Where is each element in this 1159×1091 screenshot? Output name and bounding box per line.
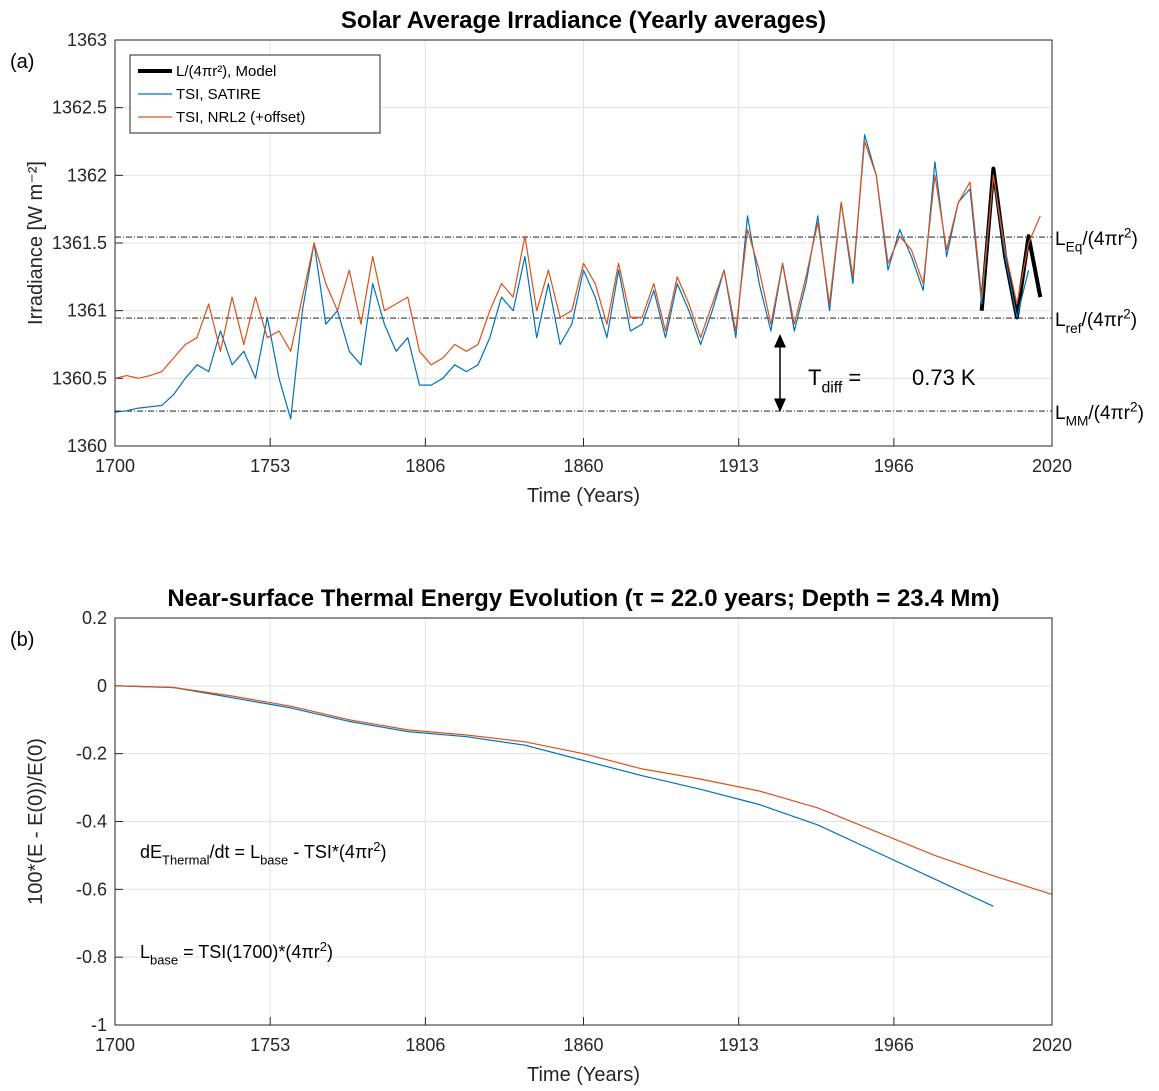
x-tick-label: 1860	[563, 456, 603, 476]
text-piece: )	[381, 842, 387, 862]
reference-label: LMM/(4πr2)	[1055, 399, 1144, 428]
x-tick-label: 1700	[95, 456, 135, 476]
text-piece: 0.73 K	[912, 365, 976, 390]
annotation: Tdiff =	[808, 365, 861, 397]
x-axis-label: Time (Years)	[527, 485, 640, 507]
y-tick-label: 1363	[67, 30, 107, 50]
y-axis-label: Irradiance [W m⁻²]	[25, 161, 47, 325]
x-tick-label: 1753	[250, 456, 290, 476]
x-tick-label: 1913	[719, 1035, 759, 1055]
text-piece: 2	[1130, 399, 1138, 414]
legend-label: TSI, NRL2 (+offset)	[176, 109, 305, 126]
text-piece: diff	[821, 380, 842, 397]
annotation: dEThermal/dt = Lbase - TSI*(4πr2)	[140, 839, 387, 868]
text-piece: 2	[320, 939, 327, 954]
text-piece: /dt = L	[210, 842, 261, 862]
x-axis-label: Time (Years)	[527, 1064, 640, 1086]
x-tick-label: 1806	[405, 1035, 445, 1055]
text-piece: = TSI(1700)*(4πr	[178, 942, 320, 962]
text-piece: T	[808, 365, 821, 390]
x-tick-label: 2020	[1032, 1035, 1072, 1055]
y-tick-label: -0.2	[76, 744, 107, 764]
reference-label: LEq/(4πr2)	[1055, 225, 1138, 254]
text-piece: L	[140, 942, 150, 962]
y-tick-label: -0.4	[76, 812, 107, 832]
x-tick-label: 1860	[563, 1035, 603, 1055]
text-piece: base	[260, 852, 288, 867]
chart-title: Near-surface Thermal Energy Evolution (τ…	[167, 585, 999, 612]
text-piece: ref	[1066, 321, 1082, 336]
y-tick-label: 1360.5	[52, 368, 107, 388]
axes-box	[114, 39, 1053, 447]
y-tick-label: 0.2	[82, 608, 107, 628]
legend: L/(4πr²), Model TSI, SATIRE TSI, NRL2 (+of…	[129, 54, 381, 134]
y-tick-label: -0.6	[76, 879, 107, 899]
text-piece: Eq	[1066, 240, 1083, 255]
text-piece: )	[327, 942, 333, 962]
text-piece: /(4πr	[1088, 403, 1130, 424]
x-tick-label: 2020	[1032, 456, 1072, 476]
x-tick-label: 1806	[405, 456, 445, 476]
text-piece: L	[1055, 310, 1066, 331]
x-tick-label: 1966	[874, 1035, 914, 1055]
x-tick-label: 1913	[719, 456, 759, 476]
x-tick-label: 1966	[874, 456, 914, 476]
y-tick-label: 1362.5	[52, 98, 107, 118]
panel-label: (b)	[10, 629, 34, 651]
x-tick-label: 1700	[95, 1035, 135, 1055]
axes-box	[114, 617, 1053, 1026]
y-tick-label: 1362	[67, 165, 107, 185]
annotation: 0.73 K	[912, 365, 976, 390]
text-piece: )	[1138, 403, 1144, 424]
legend-label: TSI, SATIRE	[176, 86, 261, 103]
x-tick-label: 1753	[250, 1035, 290, 1055]
chart-title: Solar Average Irradiance (Yearly average…	[341, 7, 826, 34]
y-tick-label: -1	[91, 1015, 107, 1035]
y-tick-label: 1361.5	[52, 233, 107, 253]
text-piece: - TSI*(4πr	[288, 842, 373, 862]
annotation: Lbase = TSI(1700)*(4πr2)	[140, 939, 333, 968]
text-piece: dE	[140, 842, 162, 862]
text-piece: 2	[1124, 225, 1132, 240]
text-piece: MM	[1066, 414, 1089, 429]
text-piece: L	[1055, 229, 1066, 250]
series-line	[114, 685, 1053, 895]
y-tick-label: 1361	[67, 301, 107, 321]
reference-label: Lref/(4πr2)	[1055, 307, 1137, 336]
legend-label: L/(4πr²), Model	[176, 63, 276, 80]
y-tick-label: 0	[97, 676, 107, 696]
series-line	[114, 685, 994, 907]
text-piece: )	[1132, 229, 1138, 250]
text-piece: L	[1055, 403, 1066, 424]
text-piece: base	[150, 952, 178, 967]
panel-label: (a)	[10, 51, 34, 73]
series-line	[114, 140, 1041, 379]
text-piece: 2	[373, 839, 380, 854]
y-tick-label: -0.8	[76, 947, 107, 967]
text-piece: /(4πr	[1082, 310, 1124, 331]
text-piece: /(4πr	[1082, 229, 1124, 250]
y-tick-label: 1360	[67, 436, 107, 456]
y-axis-label: 100*(E - E(0))/E(0)	[25, 738, 47, 905]
text-piece: 2	[1123, 307, 1131, 322]
text-piece: )	[1131, 310, 1137, 331]
text-piece: =	[842, 365, 861, 390]
text-piece: Thermal	[162, 852, 210, 867]
